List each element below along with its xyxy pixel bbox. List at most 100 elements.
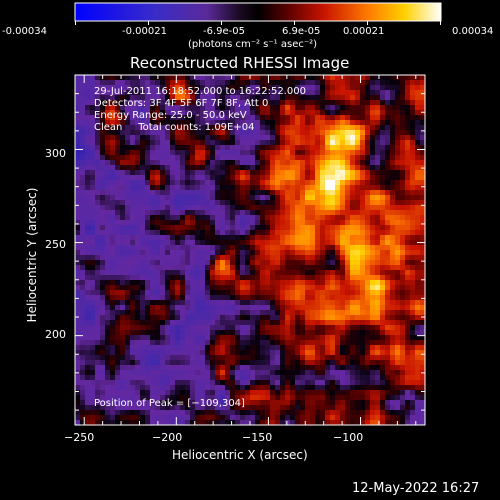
heatmap-cell — [225, 340, 230, 345]
heatmap-cell — [115, 145, 120, 150]
heatmap-cell — [310, 160, 315, 165]
heatmap-cell — [285, 110, 290, 115]
heatmap-cell — [300, 265, 305, 270]
heatmap-cell — [400, 180, 405, 185]
heatmap-cell — [375, 345, 380, 350]
heatmap-cell — [330, 115, 335, 120]
heatmap-cell — [410, 80, 415, 85]
heatmap-cell — [130, 185, 135, 190]
heatmap-cell — [275, 135, 280, 140]
heatmap-cell — [85, 135, 90, 140]
heatmap-cell — [150, 390, 155, 395]
heatmap-cell — [240, 270, 245, 275]
heatmap-cell — [375, 275, 380, 280]
heatmap-cell — [245, 150, 250, 155]
heatmap-cell — [415, 365, 420, 370]
heatmap-cell — [420, 130, 425, 135]
heatmap-cell — [325, 415, 330, 420]
heatmap-cell — [150, 230, 155, 235]
heatmap-cell — [345, 365, 350, 370]
heatmap-cell — [335, 135, 340, 140]
heatmap-cell — [365, 80, 370, 85]
heatmap-cell — [240, 160, 245, 165]
heatmap-cell — [405, 125, 410, 130]
heatmap-cell — [420, 150, 425, 155]
heatmap-cell — [205, 205, 210, 210]
heatmap-cell — [140, 110, 145, 115]
heatmap-cell — [130, 315, 135, 320]
heatmap-cell — [295, 245, 300, 250]
heatmap-cell — [195, 100, 200, 105]
heatmap-cell — [85, 225, 90, 230]
heatmap-cell — [195, 355, 200, 360]
heatmap-cell — [75, 115, 80, 120]
heatmap-cell — [305, 280, 310, 285]
heatmap-cell — [190, 270, 195, 275]
heatmap-cell — [330, 150, 335, 155]
heatmap-cell — [235, 245, 240, 250]
heatmap-cell — [260, 190, 265, 195]
heatmap-cell — [215, 240, 220, 245]
heatmap-cell — [160, 390, 165, 395]
heatmap-cell — [220, 325, 225, 330]
heatmap-cell — [120, 195, 125, 200]
heatmap-cell — [185, 165, 190, 170]
heatmap-cell — [395, 85, 400, 90]
heatmap-cell — [85, 245, 90, 250]
heatmap-cell — [245, 95, 250, 100]
info-line-clean: Clean Total counts: 1.09E+04 — [94, 122, 255, 133]
heatmap-cell — [345, 130, 350, 135]
heatmap-cell — [325, 305, 330, 310]
heatmap-cell — [115, 340, 120, 345]
heatmap-cell — [180, 100, 185, 105]
heatmap-cell — [115, 215, 120, 220]
heatmap-cell — [395, 90, 400, 95]
heatmap-cell — [325, 375, 330, 380]
heatmap-cell — [315, 255, 320, 260]
heatmap-cell — [220, 105, 225, 110]
heatmap-cell — [120, 265, 125, 270]
heatmap-cell — [100, 125, 105, 130]
heatmap-cell — [365, 255, 370, 260]
heatmap-cell — [95, 365, 100, 370]
heatmap-cell — [90, 225, 95, 230]
heatmap-cell — [255, 330, 260, 335]
heatmap-cell — [130, 75, 135, 80]
heatmap-cell — [330, 380, 335, 385]
heatmap-cell — [260, 185, 265, 190]
heatmap-cell — [285, 350, 290, 355]
heatmap-cell — [230, 280, 235, 285]
heatmap-cell — [240, 120, 245, 125]
heatmap-cell — [125, 130, 130, 135]
heatmap-cell — [365, 370, 370, 375]
heatmap-cell — [340, 80, 345, 85]
heatmap-cell — [100, 230, 105, 235]
heatmap-cell — [105, 165, 110, 170]
heatmap-cell — [140, 340, 145, 345]
heatmap-cell — [115, 205, 120, 210]
heatmap-cell — [255, 190, 260, 195]
heatmap-cell — [75, 280, 80, 285]
heatmap-cell — [230, 205, 235, 210]
heatmap-cell — [125, 95, 130, 100]
heatmap-cell — [260, 325, 265, 330]
heatmap-cell — [210, 105, 215, 110]
heatmap-cell — [395, 385, 400, 390]
heatmap-cell — [165, 305, 170, 310]
heatmap-cell — [95, 340, 100, 345]
heatmap-cell — [115, 85, 120, 90]
heatmap-cell — [155, 105, 160, 110]
heatmap-cell — [400, 325, 405, 330]
heatmap-cell — [205, 390, 210, 395]
heatmap-cell — [150, 350, 155, 355]
heatmap-cell — [190, 180, 195, 185]
heatmap-cell — [395, 245, 400, 250]
heatmap-cell — [165, 300, 170, 305]
heatmap-cell — [240, 205, 245, 210]
heatmap-cell — [280, 385, 285, 390]
heatmap-cell — [260, 275, 265, 280]
heatmap-cell — [355, 305, 360, 310]
heatmap-cell — [270, 335, 275, 340]
heatmap-cell — [120, 420, 125, 425]
heatmap-cell — [285, 235, 290, 240]
